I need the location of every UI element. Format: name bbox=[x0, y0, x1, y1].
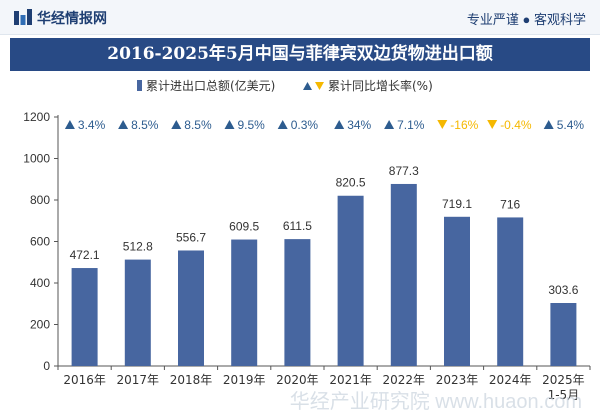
y-tick-label: 1000 bbox=[23, 152, 50, 166]
bar-value-label: 719.1 bbox=[442, 197, 472, 211]
growth-rate-label: 9.5% bbox=[238, 118, 266, 132]
top-bar: 华经情报网 专业严谨 ● 客观科学 bbox=[0, 0, 600, 35]
growth-rate-label: 8.5% bbox=[184, 118, 212, 132]
bar bbox=[71, 268, 98, 366]
title-bar: 2016-2025年5月中国与菲律宾双边货物进出口额 bbox=[10, 38, 590, 71]
watermark: 华经产业研究院 www.huaon.com bbox=[289, 391, 582, 413]
bar-value-label: 512.8 bbox=[123, 240, 153, 254]
bar bbox=[337, 195, 364, 366]
bar bbox=[550, 303, 577, 366]
growth-rate-label: 7.1% bbox=[397, 118, 425, 132]
growth-rate-label: -0.4% bbox=[500, 118, 532, 132]
growth-rate-label: 5.4% bbox=[557, 118, 585, 132]
bar bbox=[497, 217, 524, 366]
bar bbox=[390, 183, 417, 366]
x-tick-label: 2017年 bbox=[117, 373, 160, 387]
bar bbox=[231, 239, 258, 366]
x-tick-label: 2016年 bbox=[63, 373, 106, 387]
bar-value-label: 716 bbox=[500, 197, 520, 211]
x-tick-label: 2024年 bbox=[489, 373, 532, 387]
growth-rate-label: 3.4% bbox=[78, 118, 106, 132]
y-tick-label: 800 bbox=[30, 193, 50, 207]
x-tick-label: 2023年 bbox=[436, 373, 479, 387]
legend-label-growth: 累计同比增长率(%) bbox=[328, 78, 433, 93]
growth-up-triangle-icon bbox=[171, 120, 182, 129]
x-tick-label: 2020年 bbox=[276, 373, 319, 387]
growth-rate-label: -16% bbox=[450, 118, 478, 132]
legend-up-triangle-icon bbox=[303, 82, 312, 90]
brand-name: 华经情报网 bbox=[37, 10, 107, 26]
growth-rate-label: 8.5% bbox=[131, 118, 159, 132]
growth-up-triangle-icon bbox=[543, 120, 554, 129]
growth-up-triangle-icon bbox=[277, 120, 288, 129]
y-tick-label: 1200 bbox=[23, 110, 50, 124]
tagline: 专业严谨 ● 客观科学 bbox=[466, 12, 586, 27]
x-tick-label: 2018年 bbox=[170, 373, 213, 387]
x-tick-label: 2021年 bbox=[329, 373, 372, 387]
chart-title: 2016-2025年5月中国与菲律宾双边货物进出口额 bbox=[107, 44, 493, 64]
y-tick-label: 400 bbox=[30, 276, 50, 290]
bar bbox=[124, 259, 151, 366]
bar-value-label: 877.3 bbox=[389, 164, 419, 178]
growth-down-triangle-icon bbox=[487, 120, 498, 129]
growth-up-triangle-icon bbox=[118, 120, 129, 129]
x-tick-label: 1-5月 bbox=[548, 388, 580, 402]
x-tick-label: 2022年 bbox=[383, 373, 426, 387]
x-tick-label: 2025年 bbox=[542, 373, 585, 387]
growth-up-triangle-icon bbox=[334, 120, 345, 129]
legend-down-triangle-icon bbox=[315, 82, 324, 90]
growth-rate-label: 0.3% bbox=[291, 118, 319, 132]
growth-up-triangle-icon bbox=[64, 120, 75, 129]
y-tick-label: 200 bbox=[30, 318, 50, 332]
legend-swatch-bar bbox=[137, 80, 142, 91]
bar bbox=[444, 216, 470, 366]
bar-value-label: 820.5 bbox=[336, 176, 366, 190]
y-tick-label: 0 bbox=[43, 359, 50, 373]
growth-up-triangle-icon bbox=[224, 120, 235, 129]
growth-up-triangle-icon bbox=[384, 120, 395, 129]
legend-label-series: 累计进出口总额(亿美元) bbox=[146, 78, 275, 93]
bar-value-label: 303.6 bbox=[548, 283, 578, 297]
bar-value-label: 556.7 bbox=[176, 230, 206, 244]
bar bbox=[284, 239, 311, 366]
bar-chart-logo-icon bbox=[14, 9, 32, 25]
bar-value-label: 472.1 bbox=[70, 248, 100, 262]
growth-rate-label: 34% bbox=[347, 118, 371, 132]
growth-down-triangle-icon bbox=[437, 120, 448, 129]
y-tick-label: 600 bbox=[30, 235, 50, 249]
bar-value-label: 611.5 bbox=[283, 219, 312, 233]
x-tick-label: 2019年 bbox=[223, 373, 266, 387]
bar bbox=[178, 250, 204, 366]
bar-value-label: 609.5 bbox=[229, 220, 259, 234]
